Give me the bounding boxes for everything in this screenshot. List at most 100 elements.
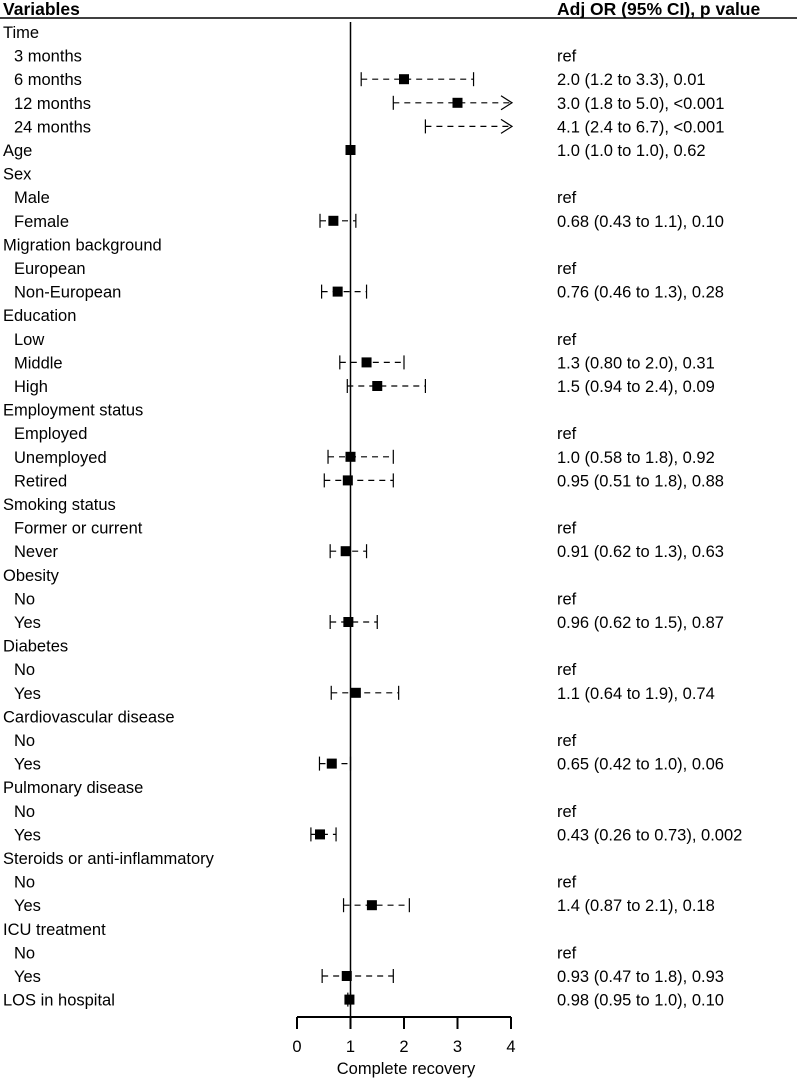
x-tick-label: 4 <box>506 1038 515 1056</box>
forest-row: Smoking status <box>3 496 116 514</box>
x-tick-label: 3 <box>453 1038 462 1056</box>
forest-row: Cardiovascular disease <box>3 708 175 726</box>
forest-row: Low ref <box>14 331 577 349</box>
row-label: Yes <box>14 685 41 703</box>
row-estimate-text: 4.1 (2.4 to 6.7), <0.001 <box>557 118 724 136</box>
forest-row: Yes 0.93 (0.47 to 1.8), 0.93 <box>14 968 724 986</box>
forest-row: Migration background <box>3 236 162 254</box>
row-label: Cardiovascular disease <box>3 708 175 726</box>
forest-row: Age 1.0 (1.0 to 1.0), 0.62 <box>3 142 706 160</box>
forest-row: Education <box>3 307 76 325</box>
forest-row: Yes 0.43 (0.26 to 0.73), 0.002 <box>14 826 742 844</box>
row-label: Non-European <box>14 284 121 302</box>
row-estimate-text: 3.0 (1.8 to 5.0), <0.001 <box>557 95 724 113</box>
row-estimate-text: 1.0 (0.58 to 1.8), 0.92 <box>557 449 715 467</box>
row-estimate-text: 0.76 (0.46 to 1.3), 0.28 <box>557 284 724 302</box>
header-variables: Variables <box>3 0 80 19</box>
forest-row: Yes 0.65 (0.42 to 1.0), 0.06 <box>14 756 724 774</box>
point-estimate <box>350 687 361 698</box>
row-label: Yes <box>14 897 41 915</box>
row-label: ICU treatment <box>3 921 106 939</box>
point-estimate <box>366 900 377 911</box>
forest-row: No ref <box>14 944 577 962</box>
row-label: Pulmonary disease <box>3 779 143 797</box>
row-estimate-text: 0.91 (0.62 to 1.3), 0.63 <box>557 543 724 561</box>
row-estimate-text: ref <box>557 590 577 608</box>
row-estimate-text: 0.93 (0.47 to 1.8), 0.93 <box>557 968 724 986</box>
forest-row: Employed ref <box>14 425 577 443</box>
point-estimate <box>361 357 372 368</box>
ci-arrow <box>500 118 514 134</box>
row-label: Yes <box>14 968 41 986</box>
row-label: Yes <box>14 826 41 844</box>
row-estimate-text: ref <box>557 874 577 892</box>
header-or: Adj OR (95% CI), p value <box>557 0 760 19</box>
row-label: LOS in hospital <box>3 992 115 1010</box>
row-label: Migration background <box>3 236 162 254</box>
row-estimate-text: ref <box>557 520 577 538</box>
forest-row: No ref <box>14 732 577 750</box>
forest-row: Yes 1.4 (0.87 to 2.1), 0.18 <box>14 897 715 915</box>
forest-row: High 1.5 (0.94 to 2.4), 0.09 <box>14 378 715 396</box>
row-estimate-text: 0.98 (0.95 to 1.0), 0.10 <box>557 992 724 1010</box>
row-label: Low <box>14 331 44 349</box>
forest-row: European ref <box>14 260 577 278</box>
row-estimate-text: 1.4 (0.87 to 2.1), 0.18 <box>557 897 715 915</box>
forest-row: Sex <box>3 166 32 184</box>
row-label: Diabetes <box>3 638 68 656</box>
row-label: Unemployed <box>14 449 107 467</box>
forest-row: 12 months 3.0 (1.8 to 5.0), <0.001 <box>14 95 724 113</box>
row-estimate-text: ref <box>557 661 577 679</box>
x-tick-label: 1 <box>346 1038 355 1056</box>
row-estimate-text: ref <box>557 732 577 750</box>
row-estimate-text: 0.95 (0.51 to 1.8), 0.88 <box>557 472 724 490</box>
forest-row: 6 months 2.0 (1.2 to 3.3), 0.01 <box>14 71 706 89</box>
forest-row: Unemployed 1.0 (0.58 to 1.8), 0.92 <box>14 449 715 467</box>
row-estimate-text: 1.1 (0.64 to 1.9), 0.74 <box>557 685 715 703</box>
row-estimate-text: 1.3 (0.80 to 2.0), 0.31 <box>557 354 715 372</box>
row-label: No <box>14 732 35 750</box>
point-estimate <box>326 758 337 769</box>
row-label: 3 months <box>14 48 82 66</box>
row-estimate-text: ref <box>557 944 577 962</box>
rows: Time 3 months ref 6 months 2.0 (1.2 to 3.3),… <box>3 24 742 1010</box>
row-estimate-text: 0.68 (0.43 to 1.1), 0.10 <box>557 213 724 231</box>
row-estimate-text: 0.43 (0.26 to 0.73), 0.002 <box>557 826 742 844</box>
row-label: Female <box>14 213 69 231</box>
forest-row: Male ref <box>14 189 577 207</box>
point-estimate <box>341 971 352 981</box>
row-label: No <box>14 661 35 679</box>
row-label: Smoking status <box>3 496 116 514</box>
x-axis-label: Complete recovery <box>337 1060 476 1078</box>
row-label: No <box>14 944 35 962</box>
x-tick-label: 2 <box>399 1038 408 1056</box>
forest-row: No ref <box>14 661 577 679</box>
forest-row: 3 months ref <box>14 48 577 66</box>
forest-row: Steroids or anti-inflammatory <box>3 850 215 868</box>
row-label: Former or current <box>14 520 143 538</box>
row-label: Obesity <box>3 567 60 585</box>
x-tick-label: 0 <box>292 1038 301 1056</box>
row-label: Employed <box>14 425 87 443</box>
row-label: No <box>14 874 35 892</box>
row-label: Retired <box>14 472 67 490</box>
forest-row: Former or current ref <box>14 520 577 538</box>
row-estimate-text: ref <box>557 331 577 349</box>
point-estimate <box>328 215 339 226</box>
row-estimate-text: ref <box>557 189 577 207</box>
point-estimate <box>399 74 409 85</box>
row-label: 12 months <box>14 95 91 113</box>
row-estimate-text: 1.0 (1.0 to 1.0), 0.62 <box>557 142 706 160</box>
row-label: Education <box>3 307 76 325</box>
row-estimate-text: ref <box>557 48 577 66</box>
row-label: Yes <box>14 614 41 632</box>
row-label: Middle <box>14 354 63 372</box>
forest-row: Employment status <box>3 402 143 420</box>
forest-row: Female 0.68 (0.43 to 1.1), 0.10 <box>14 213 724 231</box>
row-estimate-text: 2.0 (1.2 to 3.3), 0.01 <box>557 71 706 89</box>
point-estimate <box>343 617 354 627</box>
row-estimate-text: 0.65 (0.42 to 1.0), 0.06 <box>557 756 724 774</box>
forest-row: Pulmonary disease <box>3 779 143 797</box>
point-estimate <box>344 994 355 1005</box>
